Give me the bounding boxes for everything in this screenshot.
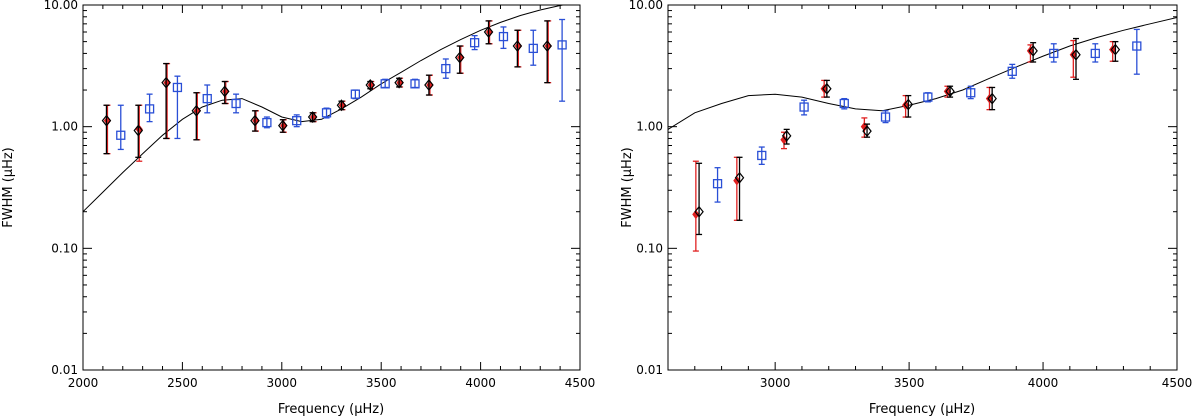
plot-frame — [82, 4, 581, 371]
x-tick-label: 3500 — [894, 376, 925, 390]
data-point — [903, 98, 914, 111]
y-tick-label: 1.00 — [636, 120, 663, 134]
data-point — [692, 209, 700, 220]
data-point — [781, 129, 792, 142]
data-point — [923, 92, 933, 102]
series-black-points — [694, 37, 1121, 236]
data-point — [734, 171, 745, 184]
data-point — [1110, 43, 1121, 56]
data-point — [1049, 48, 1059, 59]
data-point — [822, 82, 832, 95]
series-black-points — [101, 20, 552, 158]
data-point — [694, 205, 704, 218]
data-point — [483, 26, 494, 38]
plot-frame — [667, 4, 1178, 371]
data-point — [133, 124, 144, 137]
data-point — [1071, 48, 1081, 61]
data-point — [1026, 46, 1035, 56]
data-point — [144, 104, 155, 114]
y-tick-label: 10.00 — [629, 0, 663, 12]
x-tick-label: 3000 — [267, 376, 298, 390]
data-point — [394, 76, 404, 89]
chart-left: 2000 2500 3000 3500 4000 4500 0.01 0.10 1.00 10.0… — [1, 0, 595, 417]
y-tick-label: 0.01 — [636, 363, 663, 377]
data-point — [454, 51, 465, 64]
series-blue-points — [116, 18, 567, 151]
data-point — [1069, 49, 1077, 60]
y-tick-label: 0.10 — [51, 241, 78, 255]
data-point — [542, 40, 552, 52]
data-point — [336, 99, 347, 112]
series-blue-points — [712, 28, 1142, 203]
data-point — [219, 85, 230, 98]
data-point — [987, 92, 997, 105]
data-point — [307, 111, 318, 123]
series-red-points — [103, 20, 552, 162]
data-point — [101, 114, 112, 127]
x-tick-label: 4000 — [1028, 376, 1059, 390]
x-tick-label: 3500 — [366, 376, 397, 390]
data-point — [1109, 44, 1117, 55]
data-point — [202, 93, 212, 104]
data-point — [528, 43, 538, 54]
data-point — [191, 104, 202, 117]
data-point — [250, 114, 260, 127]
data-point — [712, 179, 723, 189]
data-point — [733, 175, 741, 186]
data-point — [116, 130, 126, 140]
data-point — [292, 116, 302, 126]
data-point — [1007, 66, 1017, 76]
data-point — [880, 112, 891, 122]
data-point — [862, 125, 872, 138]
data-point — [161, 76, 171, 89]
model-curve — [668, 17, 1177, 130]
data-point — [441, 63, 451, 74]
data-point — [943, 86, 952, 97]
data-point — [231, 98, 241, 109]
data-point — [1132, 41, 1142, 51]
data-point — [557, 40, 567, 50]
y-tick-label: 0.10 — [636, 241, 663, 255]
x-axis-title: Frequency (μHz) — [278, 402, 384, 417]
x-tick-label: 4500 — [565, 376, 596, 390]
x-tick-label: 4000 — [465, 376, 496, 390]
data-point — [424, 79, 434, 91]
y-tick-label: 1.00 — [51, 120, 78, 134]
data-point — [321, 108, 332, 118]
x-axis-title: Frequency (μHz) — [869, 402, 975, 417]
data-point — [820, 83, 828, 94]
data-point — [1028, 44, 1038, 57]
data-point — [985, 93, 994, 104]
data-point — [966, 88, 976, 98]
model-curve — [83, 5, 566, 213]
data-point — [945, 85, 955, 98]
x-tick-label: 2500 — [167, 376, 198, 390]
chart-right: 3000 3500 4000 4500 0.01 0.10 1.00 10.00 Frequen… — [620, 0, 1192, 417]
data-point — [799, 102, 809, 112]
data-point — [757, 150, 767, 161]
data-point — [839, 98, 849, 109]
x-tick-label: 4500 — [1162, 376, 1193, 390]
data-point — [350, 89, 361, 99]
y-tick-label: 0.01 — [51, 363, 78, 377]
data-point — [172, 82, 183, 93]
data-point — [380, 79, 390, 89]
data-point — [278, 119, 288, 132]
data-point — [365, 79, 376, 91]
x-tick-label: 2000 — [68, 376, 99, 390]
series-red-points — [692, 39, 1117, 252]
data-point — [512, 40, 523, 52]
data-point — [469, 38, 480, 48]
y-axis-title: FWHM (μHz) — [1, 147, 16, 227]
y-tick-label: 10.00 — [44, 0, 78, 12]
x-tick-label: 3000 — [760, 376, 791, 390]
data-point — [498, 31, 509, 42]
y-axis-title: FWHM (μHz) — [620, 147, 635, 227]
data-point — [1090, 48, 1100, 59]
data-point — [262, 117, 272, 128]
data-point — [410, 79, 420, 89]
